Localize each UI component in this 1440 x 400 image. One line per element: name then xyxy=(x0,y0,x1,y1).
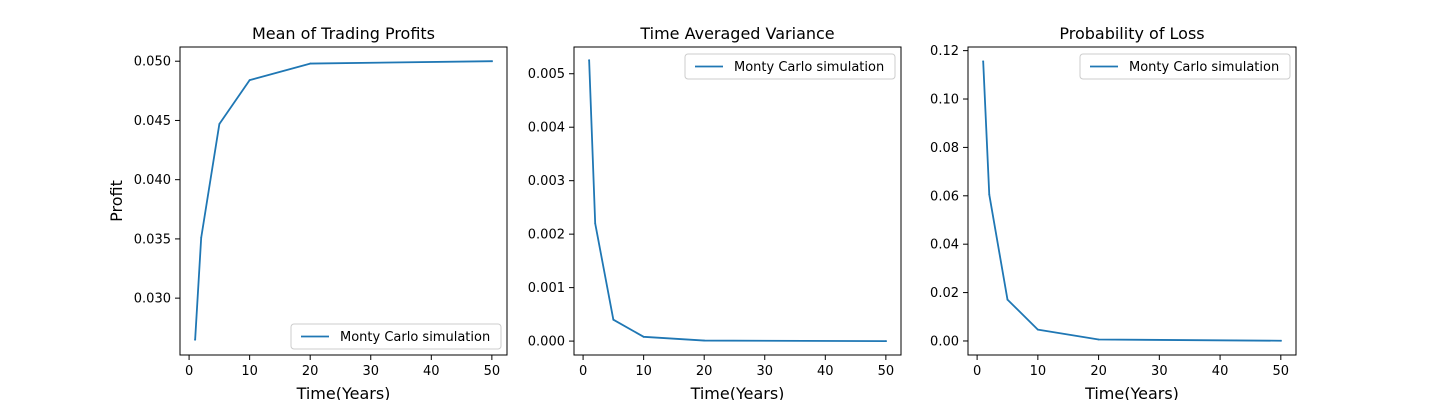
x-tick-label: 0 xyxy=(973,364,981,379)
x-tick-label: 10 xyxy=(241,364,258,379)
x-tick-label: 10 xyxy=(1030,364,1047,379)
y-tick-label: 0.001 xyxy=(528,281,565,296)
y-tick-label: 0.12 xyxy=(930,44,959,59)
x-tick-label: 50 xyxy=(1273,364,1290,379)
data-point xyxy=(703,339,706,342)
x-tick-label: 40 xyxy=(423,364,440,379)
data-point xyxy=(1006,298,1009,301)
y-tick-label: 0.02 xyxy=(930,286,959,301)
x-tick-label: 30 xyxy=(756,364,773,379)
x-tick-label: 0 xyxy=(579,364,587,379)
y-tick-label: 0.035 xyxy=(134,232,171,247)
y-tick-label: 0.045 xyxy=(134,114,171,129)
y-tick-label: 0.030 xyxy=(134,292,171,307)
x-tick-label: 50 xyxy=(484,364,501,379)
data-point xyxy=(594,222,597,225)
y-tick-label: 0.003 xyxy=(528,174,565,189)
data-point xyxy=(642,335,645,338)
data-point xyxy=(1279,339,1282,342)
legend-box xyxy=(290,323,502,350)
x-tick-label: 0 xyxy=(185,364,193,379)
y-tick-label: 0.08 xyxy=(930,141,959,156)
legend: Monty Carlo simulation xyxy=(1079,53,1291,80)
x-axis-label: Time(Years) xyxy=(296,384,391,400)
chart-panel-1: Mean of Trading Profits 0 10 20 30 40 50 0.030 0… xyxy=(107,24,508,400)
x-tick-label: 50 xyxy=(878,364,895,379)
chart-panel-2: Time Averaged Variance 0 10 20 30 40 50 0.000 0.… xyxy=(528,24,902,400)
plot-frame xyxy=(967,46,1297,356)
y-tick-label: 0.00 xyxy=(930,334,959,349)
x-tick-label: 40 xyxy=(1212,364,1229,379)
x-axis-label: Time(Years) xyxy=(1084,384,1179,400)
x-tick-label: 20 xyxy=(696,364,713,379)
y-tick-label: 0.004 xyxy=(528,121,565,136)
data-point xyxy=(612,318,615,321)
data-point xyxy=(490,60,493,63)
series-line-1 xyxy=(194,60,493,341)
y-axis-label: Profit xyxy=(107,180,126,222)
x-tick-label: 20 xyxy=(1090,364,1107,379)
data-point xyxy=(1097,338,1100,341)
legend-box xyxy=(1079,53,1291,80)
y-tick-label: 0.005 xyxy=(528,67,565,82)
y-tick-label: 0.040 xyxy=(134,173,171,188)
data-point xyxy=(884,340,887,342)
y-tick-label: 0.10 xyxy=(930,93,959,108)
y-tick-label: 0.06 xyxy=(930,189,959,204)
data-point xyxy=(309,62,312,65)
x-axis-label: Time(Years) xyxy=(690,384,785,400)
data-point xyxy=(1036,328,1039,331)
data-point xyxy=(194,338,197,341)
series-line-1 xyxy=(588,59,887,343)
chart-title: Mean of Trading Profits xyxy=(252,24,435,43)
plot-frame xyxy=(573,46,902,356)
chart-title: Probability of Loss xyxy=(1059,24,1204,43)
y-tick-label: 0.04 xyxy=(930,238,959,253)
legend-label: Monty Carlo simulation xyxy=(340,330,490,345)
legend-label: Monty Carlo simulation xyxy=(734,60,884,75)
data-point xyxy=(982,60,985,63)
x-tick-label: 20 xyxy=(302,364,319,379)
data-point xyxy=(248,79,251,82)
series-line-1 xyxy=(982,60,1282,342)
data-point xyxy=(218,123,221,125)
y-tick-label: 0.002 xyxy=(528,228,565,243)
data-point xyxy=(588,59,591,62)
legend-label: Monty Carlo simulation xyxy=(1129,60,1279,75)
data-point xyxy=(988,193,991,196)
legend-box xyxy=(684,53,896,80)
plot-frame xyxy=(179,46,508,356)
chart-panel-3: Probability of Loss 0 10 20 30 40 50 0.00 0.02 0.… xyxy=(930,24,1297,400)
x-tick-label: 30 xyxy=(362,364,379,379)
y-tick-label: 0.000 xyxy=(528,335,565,350)
legend: Monty Carlo simulation xyxy=(290,323,502,350)
x-tick-label: 10 xyxy=(635,364,652,379)
x-tick-label: 30 xyxy=(1151,364,1168,379)
chart-title: Time Averaged Variance xyxy=(639,24,834,43)
y-tick-label: 0.050 xyxy=(134,55,171,70)
data-point xyxy=(200,236,203,239)
x-tick-label: 40 xyxy=(817,364,834,379)
legend: Monty Carlo simulation xyxy=(684,53,896,80)
